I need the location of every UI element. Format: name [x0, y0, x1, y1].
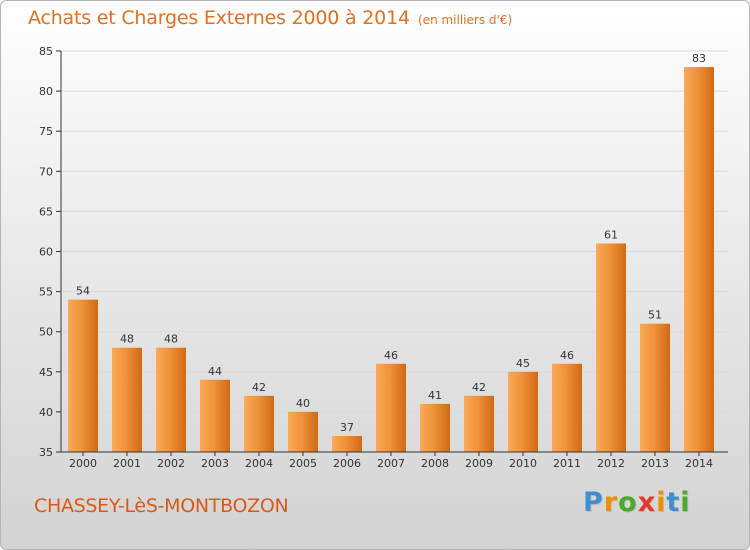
bar	[68, 299, 98, 452]
x-tick-label: 2003	[201, 457, 229, 470]
logo-letter: t	[666, 487, 681, 518]
logo-letter: o	[618, 487, 638, 518]
y-tick-label: 60	[39, 246, 53, 259]
y-tick-label: 65	[39, 205, 53, 218]
bar	[156, 347, 186, 452]
y-tick-label: 35	[39, 446, 53, 459]
data-label: 45	[516, 357, 530, 370]
x-tick-label: 2002	[157, 457, 185, 470]
y-tick-label: 75	[39, 125, 53, 138]
bar	[200, 379, 230, 452]
chart-subtitle: (en milliers d'€)	[418, 13, 513, 27]
x-tick-label: 2000	[69, 457, 97, 470]
x-tick-label: 2008	[421, 457, 449, 470]
bar	[244, 395, 274, 452]
x-tick-label: 2012	[597, 457, 625, 470]
y-tick-label: 45	[39, 366, 53, 379]
bar	[112, 347, 142, 452]
bar	[640, 323, 670, 452]
x-tick-label: 2011	[553, 457, 581, 470]
bar	[684, 67, 714, 452]
data-label: 37	[340, 421, 354, 434]
bar	[552, 363, 582, 452]
bar	[596, 243, 626, 452]
bar	[288, 411, 318, 452]
y-tick-label: 80	[39, 85, 53, 98]
bar	[420, 403, 450, 452]
x-tick-label: 2005	[289, 457, 317, 470]
data-label: 48	[164, 333, 178, 346]
x-tick-label: 2010	[509, 457, 537, 470]
x-tick-label: 2014	[685, 457, 713, 470]
logo-letter: i	[656, 487, 667, 518]
x-tick-label: 2009	[465, 457, 493, 470]
x-tick-label: 2013	[641, 457, 669, 470]
logo-letter: i	[680, 487, 691, 518]
data-label: 42	[472, 381, 486, 394]
data-label: 46	[560, 349, 574, 362]
bar	[376, 363, 406, 452]
logo-letter: P	[583, 487, 604, 518]
location-name: CHASSEY-LèS-MONTBOZON	[34, 495, 289, 517]
data-label: 46	[384, 349, 398, 362]
proxiti-logo: Proxiti	[583, 487, 691, 518]
y-tick-label: 70	[39, 165, 53, 178]
data-label: 42	[252, 381, 266, 394]
logo-letter: x	[637, 487, 657, 518]
axis-layer: 35 40 45 50 55 60 65 70 75 80 85 2000 2001 2002 2003 20…	[39, 45, 728, 470]
bar-layer: 54 48 48 44 42 40 37 46 41 42 45 46 61 51 83	[68, 52, 714, 452]
bar	[332, 435, 362, 452]
y-tick-label: 40	[39, 406, 53, 419]
data-label: 48	[120, 333, 134, 346]
bar	[464, 395, 494, 452]
x-tick-label: 2001	[113, 457, 141, 470]
chart-title: Achats et Charges Externes 2000 à 2014	[28, 7, 410, 29]
data-label: 83	[692, 52, 706, 65]
data-label: 51	[648, 309, 662, 322]
x-tick-label: 2006	[333, 457, 361, 470]
y-tick-label: 50	[39, 326, 53, 339]
bar	[508, 371, 538, 452]
data-label: 44	[208, 365, 222, 378]
data-label: 41	[428, 389, 442, 402]
data-label: 40	[296, 397, 310, 410]
y-tick-label: 85	[39, 45, 53, 58]
data-label: 61	[604, 228, 618, 241]
x-tick-label: 2007	[377, 457, 405, 470]
x-tick-label: 2004	[245, 457, 273, 470]
data-label: 54	[76, 285, 90, 298]
logo-letter: r	[603, 487, 619, 518]
y-tick-label: 55	[39, 286, 53, 299]
